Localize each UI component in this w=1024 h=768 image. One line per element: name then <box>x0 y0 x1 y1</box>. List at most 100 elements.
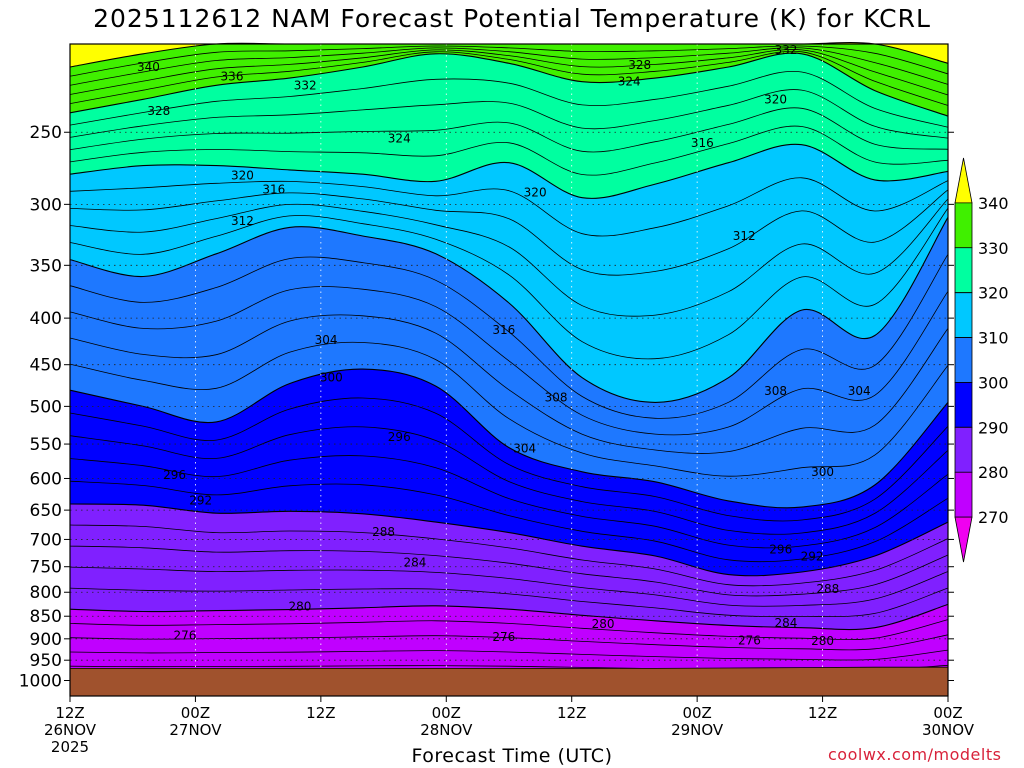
contour-label-27: 296 <box>769 542 792 556</box>
contour-274 <box>69 649 949 661</box>
y-tick-label-850: 850 <box>30 607 62 627</box>
x-tick-label-36-1: 28NOV <box>420 721 473 739</box>
colorbar-swatch-7 <box>954 471 973 518</box>
contour-316 <box>69 189 949 276</box>
x-tick-label-72-0: 12Z <box>808 704 837 722</box>
contour-296 <box>69 426 949 535</box>
x-tick-label-0-0: 12Z <box>55 704 84 722</box>
colorbar-swatch-8 <box>954 516 973 563</box>
contour-label-11: 316 <box>262 183 285 197</box>
colorbar-label-290: 290 <box>978 418 1009 437</box>
y-tick-label-700: 700 <box>30 530 62 550</box>
y-tick-label-350: 350 <box>30 256 62 276</box>
y-tick-label-1000: 1000 <box>19 671 62 691</box>
colorbar-swatch-1 <box>954 202 973 249</box>
contour-label-17: 300 <box>320 371 343 385</box>
contour-label-24: 300 <box>811 465 834 479</box>
plot-frame <box>69 43 949 697</box>
contour-label-13: 312 <box>231 214 254 228</box>
colorbar-label-340: 340 <box>978 194 1009 213</box>
colorbar-label-310: 310 <box>978 329 1009 348</box>
x-tick-label-84-1: 30NOV <box>922 721 975 739</box>
contour-292 <box>69 480 949 563</box>
contour-label-6: 332 <box>775 43 798 57</box>
contour-label-10: 320 <box>231 169 254 183</box>
colorbar-swatch-4 <box>954 337 973 383</box>
fill-above-340 <box>70 42 948 67</box>
ground-surface <box>69 666 949 697</box>
colorbar-swatch-2 <box>954 247 973 294</box>
contour-286 <box>69 545 949 597</box>
contour-label-37: 280 <box>811 634 834 648</box>
contour-label-19: 308 <box>764 384 787 398</box>
x-tick-label-24-0: 12Z <box>306 704 335 722</box>
contour-label-33: 284 <box>775 616 798 630</box>
contour-294 <box>69 455 949 549</box>
contour-label-28: 292 <box>801 550 824 564</box>
contour-label-16: 316 <box>492 323 515 337</box>
contour-label-21: 296 <box>388 430 411 444</box>
contour-326 <box>69 89 949 139</box>
contour-318 <box>69 177 949 237</box>
fill-above-320 <box>70 44 948 199</box>
y-tick-label-950: 950 <box>30 651 62 671</box>
contour-280 <box>69 603 949 631</box>
contour-label-12: 320 <box>524 185 547 199</box>
contour-330 <box>69 52 949 117</box>
contour-320 <box>69 143 949 199</box>
contour-334 <box>69 49 949 96</box>
contour-label-29: 284 <box>403 555 426 569</box>
contour-label-2: 332 <box>294 78 317 92</box>
contour-284 <box>69 566 949 607</box>
colorbar-label-270: 270 <box>978 508 1009 527</box>
contour-278 <box>69 619 949 641</box>
contour-328 <box>69 70 949 128</box>
colorbar-swatch-3 <box>954 292 973 338</box>
contour-label-7: 320 <box>764 92 787 106</box>
contour-label-20: 304 <box>848 384 871 398</box>
contour-label-22: 304 <box>513 441 536 455</box>
contour-label-36: 276 <box>738 634 761 648</box>
contour-312 <box>69 207 949 360</box>
x-tick-label-84-0: 00Z <box>933 704 962 722</box>
contour-label-1: 336 <box>221 69 244 83</box>
source-credit: coolwx.com/modelts <box>828 745 1002 764</box>
theta-fill-layers <box>70 42 948 696</box>
colorbar-swatch-0 <box>954 157 973 204</box>
y-tick-label-650: 650 <box>30 501 62 521</box>
contour-label-14: 312 <box>733 229 756 243</box>
x-tick-label-48-0: 12Z <box>557 704 586 722</box>
contour-label-26: 288 <box>372 525 395 539</box>
contour-label-15: 304 <box>315 333 338 347</box>
contour-label-8: 324 <box>388 132 411 146</box>
contour-label-32: 280 <box>592 617 615 631</box>
contour-308 <box>69 254 949 419</box>
contour-276 <box>69 634 949 651</box>
x-tick-label-60-0: 00Z <box>682 704 711 722</box>
colorbar: 340 330 320 310 300 290 280 270 <box>954 157 1009 563</box>
x-tick-label-60-1: 29NOV <box>671 721 724 739</box>
y-tick-label-400: 400 <box>30 309 62 329</box>
contour-label-34: 276 <box>174 629 197 643</box>
contour-338 <box>69 45 949 77</box>
contour-labels: 340 336 332 328 328 324 332 320 324 316 320 316 320 3… <box>137 43 871 648</box>
contour-324 <box>69 107 949 153</box>
y-tick-label-550: 550 <box>30 435 62 455</box>
contour-label-5: 324 <box>618 75 641 89</box>
colorbar-swatch-6 <box>954 426 973 473</box>
y-tick-label-900: 900 <box>30 630 62 650</box>
y-tick-label-750: 750 <box>30 558 62 578</box>
contour-298 <box>69 397 949 522</box>
contour-label-0: 340 <box>137 60 160 74</box>
contour-322 <box>69 125 949 176</box>
contour-306 <box>69 286 949 436</box>
colorbar-label-320: 320 <box>978 284 1009 303</box>
y-tick-label-250: 250 <box>30 123 62 143</box>
contour-label-25: 292 <box>189 493 212 507</box>
contour-label-4: 328 <box>628 58 651 72</box>
contour-label-31: 280 <box>288 599 311 613</box>
x-tick-label-0-2: 2025 <box>51 738 89 756</box>
contour-300 <box>69 368 949 509</box>
